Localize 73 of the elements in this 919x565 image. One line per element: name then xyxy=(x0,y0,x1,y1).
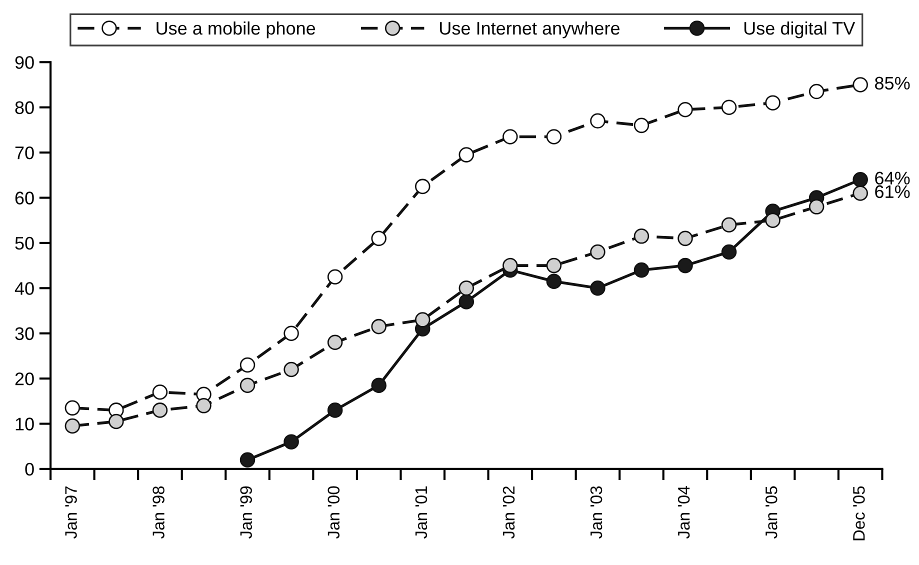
x-tick-label: Jan '97 xyxy=(65,486,77,539)
y-tick-label: 90 xyxy=(15,56,34,69)
point xyxy=(546,274,562,290)
point xyxy=(721,100,737,115)
x-tick-label: Jan '99 xyxy=(240,486,252,539)
point xyxy=(634,228,650,244)
point xyxy=(765,212,780,228)
point xyxy=(721,244,737,260)
point xyxy=(808,84,824,100)
data-label: 61% xyxy=(875,185,910,198)
point xyxy=(327,334,343,350)
point xyxy=(765,95,780,110)
point xyxy=(590,244,606,260)
x-tick-label: Dec '05 xyxy=(853,486,865,540)
point xyxy=(240,378,256,393)
point xyxy=(852,77,868,92)
point xyxy=(284,434,299,450)
point xyxy=(634,118,650,134)
point xyxy=(808,199,824,214)
point xyxy=(371,378,386,393)
x-tick-label: Jan '04 xyxy=(678,486,690,539)
x-tick-label: Jan '01 xyxy=(415,486,428,539)
legend-label: Use Internet anywhere xyxy=(440,21,620,38)
point xyxy=(546,258,562,274)
x-tick-label: Jan '00 xyxy=(328,486,340,539)
point xyxy=(678,102,693,118)
point xyxy=(240,357,256,373)
point xyxy=(678,258,693,274)
point xyxy=(590,113,606,129)
point xyxy=(240,452,256,468)
y-tick-label: 30 xyxy=(15,327,34,340)
point xyxy=(108,414,124,430)
point xyxy=(458,147,474,162)
point xyxy=(458,280,474,296)
x-tick-label: Jan '03 xyxy=(590,486,602,539)
point xyxy=(284,326,299,341)
y-tick-label: 20 xyxy=(15,372,34,386)
point xyxy=(371,230,386,246)
point xyxy=(414,178,430,194)
point xyxy=(64,418,80,434)
legend-label: Use digital TV xyxy=(744,21,856,38)
point xyxy=(546,129,562,144)
y-tick-label: 50 xyxy=(15,236,34,250)
point xyxy=(634,262,650,278)
point xyxy=(414,312,430,328)
point xyxy=(502,129,518,144)
point xyxy=(458,294,474,310)
y-tick-label: 60 xyxy=(15,192,34,204)
point xyxy=(327,269,343,284)
y-tick-label: 80 xyxy=(15,101,34,114)
x-tick-label: Jan '05 xyxy=(765,486,778,539)
y-tick-label: 70 xyxy=(15,146,34,160)
point xyxy=(590,280,606,296)
point xyxy=(852,186,868,201)
point xyxy=(152,384,168,400)
point xyxy=(64,400,80,416)
x-tick-label: Jan '02 xyxy=(502,486,515,539)
point xyxy=(678,230,693,246)
x-tick-label: Jan '98 xyxy=(152,486,164,539)
legend-label: Use a mobile phone xyxy=(156,21,316,38)
point xyxy=(196,398,212,414)
point xyxy=(152,402,168,418)
y-tick-label: 40 xyxy=(14,282,34,295)
point xyxy=(284,362,299,378)
point xyxy=(852,172,868,188)
y-tick-label: 0 xyxy=(25,462,34,476)
point xyxy=(502,258,518,274)
point xyxy=(721,217,737,233)
data-label: 85% xyxy=(875,76,910,90)
point xyxy=(327,402,343,418)
point xyxy=(371,318,386,334)
y-tick-label: 10 xyxy=(16,418,34,430)
data-label: 64% xyxy=(875,172,910,185)
